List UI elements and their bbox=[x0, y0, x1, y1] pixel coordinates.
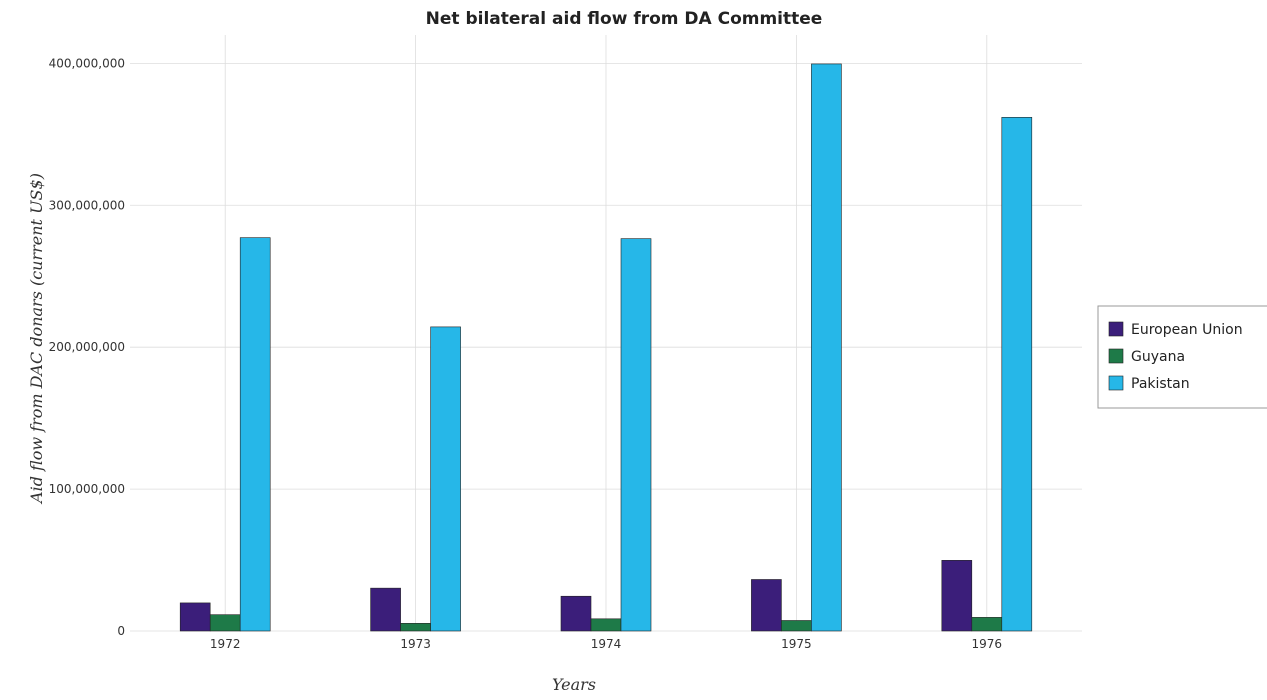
legend-box bbox=[1097, 305, 1267, 409]
bar-pakistan-1973 bbox=[430, 326, 461, 632]
x-axis-ticks: 1972 1973 1974 1975 1976 bbox=[210, 637, 1002, 651]
legend-swatch bbox=[1108, 321, 1124, 337]
grid bbox=[130, 35, 1082, 632]
y-tick-label: 300,000,000 bbox=[49, 198, 125, 212]
y-tick-label: 100,000,000 bbox=[49, 482, 125, 496]
x-tick-label: 1975 bbox=[781, 637, 812, 651]
bar-pakistan-1975 bbox=[811, 63, 842, 632]
legend-swatch bbox=[1108, 348, 1124, 364]
chart-title: Net bilateral aid flow from DA Committee bbox=[426, 9, 823, 29]
y-tick-label: 200,000,000 bbox=[49, 340, 125, 354]
bars bbox=[179, 63, 1033, 632]
bar-pakistan-1972 bbox=[239, 237, 271, 632]
y-axis-ticks: 0 100,000,000 200,000,000 300,000,000 400,00… bbox=[49, 56, 125, 638]
y-axis-label: Aid flow from DAC donars (current US$) bbox=[27, 173, 46, 505]
bar-european-union-1973 bbox=[370, 587, 401, 632]
x-axis-label: Years bbox=[552, 675, 596, 694]
bar-guyana-1975 bbox=[781, 620, 812, 632]
bar-pakistan-1974 bbox=[620, 238, 652, 632]
bar-guyana-1976 bbox=[971, 617, 1003, 632]
x-tick-label: 1973 bbox=[400, 637, 431, 651]
bar-european-union-1972 bbox=[179, 602, 211, 632]
legend-label: Guyana bbox=[1131, 349, 1185, 365]
bar-european-union-1974 bbox=[560, 595, 592, 632]
x-tick-label: 1974 bbox=[591, 637, 622, 651]
bar-european-union-1976 bbox=[941, 560, 973, 632]
x-tick-label: 1976 bbox=[972, 637, 1003, 651]
bar-pakistan-1976 bbox=[1001, 117, 1033, 632]
bar-guyana-1972 bbox=[209, 614, 241, 632]
legend: European Union Guyana Pakistan bbox=[1097, 305, 1267, 409]
y-tick-label: 400,000,000 bbox=[49, 56, 125, 70]
y-tick-label: 0 bbox=[117, 624, 125, 638]
bar-guyana-1973 bbox=[400, 623, 431, 632]
bar-guyana-1974 bbox=[590, 618, 622, 632]
legend-swatch bbox=[1108, 375, 1124, 391]
legend-label: European Union bbox=[1131, 322, 1243, 338]
legend-label: Pakistan bbox=[1131, 376, 1190, 392]
bar-european-union-1975 bbox=[751, 579, 782, 632]
x-tick-label: 1972 bbox=[210, 637, 241, 651]
